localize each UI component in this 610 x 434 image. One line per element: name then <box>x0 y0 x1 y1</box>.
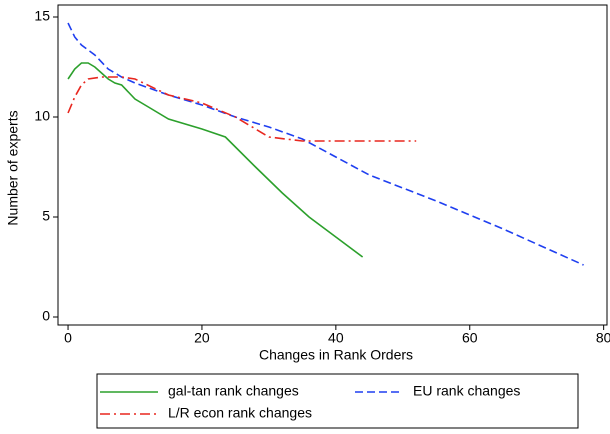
x-axis-label: Changes in Rank Orders <box>259 347 413 363</box>
y-tick-label: 15 <box>34 8 50 24</box>
series-line <box>67 22 584 266</box>
y-tick-label: 10 <box>34 108 50 124</box>
legend-label: L/R econ rank changes <box>168 405 312 421</box>
plot-frame <box>57 4 608 326</box>
x-tick-label: 60 <box>462 330 478 346</box>
legend-box <box>96 373 579 429</box>
x-tick-label: 20 <box>194 330 210 346</box>
y-tick-label: 0 <box>42 308 50 324</box>
x-tick-label: 40 <box>328 330 344 346</box>
x-tick-label: 0 <box>64 330 72 346</box>
legend-label: gal-tan rank changes <box>168 383 299 399</box>
series-line <box>67 76 417 142</box>
legend-label: EU rank changes <box>413 383 520 399</box>
series-line <box>67 62 364 258</box>
y-axis-label: Number of experts <box>5 110 21 225</box>
x-tick-label: 80 <box>596 330 610 346</box>
y-tick-label: 5 <box>42 208 50 224</box>
